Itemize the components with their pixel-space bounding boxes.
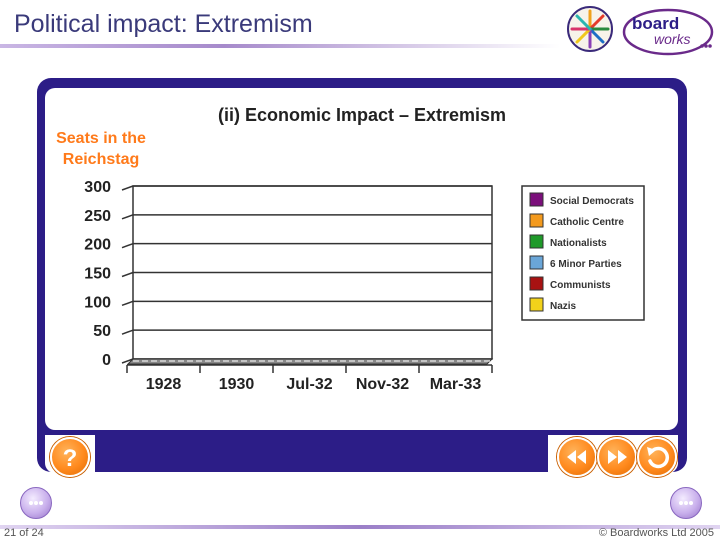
next-icon <box>679 501 693 505</box>
chart-title: (ii) Economic Impact – Extremism <box>218 105 506 125</box>
legend-entry: 6 Minor Parties <box>550 259 622 270</box>
reset-icon <box>647 446 669 469</box>
legend-swatch <box>529 255 544 270</box>
question-icon: ? <box>63 445 78 472</box>
legend-entry: Communists <box>550 280 611 291</box>
y-tick-mark <box>121 242 134 249</box>
help-button[interactable]: ? <box>50 437 90 477</box>
boardworks-ball-logo <box>567 6 613 52</box>
legend-swatch <box>529 192 544 207</box>
title-divider <box>0 44 560 48</box>
y-tick-label: 150 <box>84 266 111 283</box>
y-tick-mark <box>121 185 134 191</box>
y-axis-label-line2: Reichstag <box>63 151 139 168</box>
y-tick-label: 200 <box>84 237 111 254</box>
svg-text:?: ? <box>63 445 78 472</box>
legend-swatch <box>529 297 544 312</box>
legend-entry: Social Democrats <box>550 196 634 207</box>
previous-slide-button[interactable] <box>20 487 52 519</box>
y-tick-label: 250 <box>84 208 111 225</box>
y-tick-mark <box>121 271 134 278</box>
y-axis-label-line1: Seats in the <box>56 130 146 147</box>
previous-icon <box>29 501 43 505</box>
x-tick-label: 1928 <box>146 376 182 393</box>
next-slide-button[interactable] <box>670 487 702 519</box>
legend-entry: Nazis <box>550 301 577 312</box>
x-tick-label: Nov-32 <box>356 376 409 393</box>
page-title: Political impact: Extremism <box>14 10 313 38</box>
fast-forward-icon <box>608 450 627 464</box>
logo-text-board: board <box>632 14 679 33</box>
y-tick-mark <box>121 214 134 220</box>
slide-number: 21 of 24 <box>4 527 44 539</box>
logo-text-works: works <box>654 31 691 47</box>
legend-entry: Catholic Centre <box>550 217 624 228</box>
fast-forward-button[interactable] <box>597 437 637 477</box>
x-tick-label: Mar-33 <box>430 376 482 393</box>
footer-divider <box>0 525 720 529</box>
legend-swatch <box>529 234 544 249</box>
legend-swatch <box>529 276 544 291</box>
legend-swatch <box>529 213 544 228</box>
rewind-icon <box>567 450 586 464</box>
y-tick-mark <box>121 358 134 364</box>
reset-button[interactable] <box>637 437 677 477</box>
y-tick-mark <box>121 329 134 335</box>
x-tick-label: Jul-32 <box>286 376 332 393</box>
legend-entry: Nationalists <box>550 238 607 249</box>
y-tick-mark <box>121 300 134 307</box>
boardworks-logo: board works <box>622 8 714 56</box>
y-tick-label: 0 <box>102 352 111 369</box>
x-tick-label: 1930 <box>219 376 255 393</box>
rewind-button[interactable] <box>557 437 597 477</box>
y-tick-label: 300 <box>84 179 111 196</box>
copyright: © Boardworks Ltd 2005 <box>598 527 714 539</box>
y-tick-label: 100 <box>84 294 111 311</box>
y-tick-label: 50 <box>93 323 111 340</box>
